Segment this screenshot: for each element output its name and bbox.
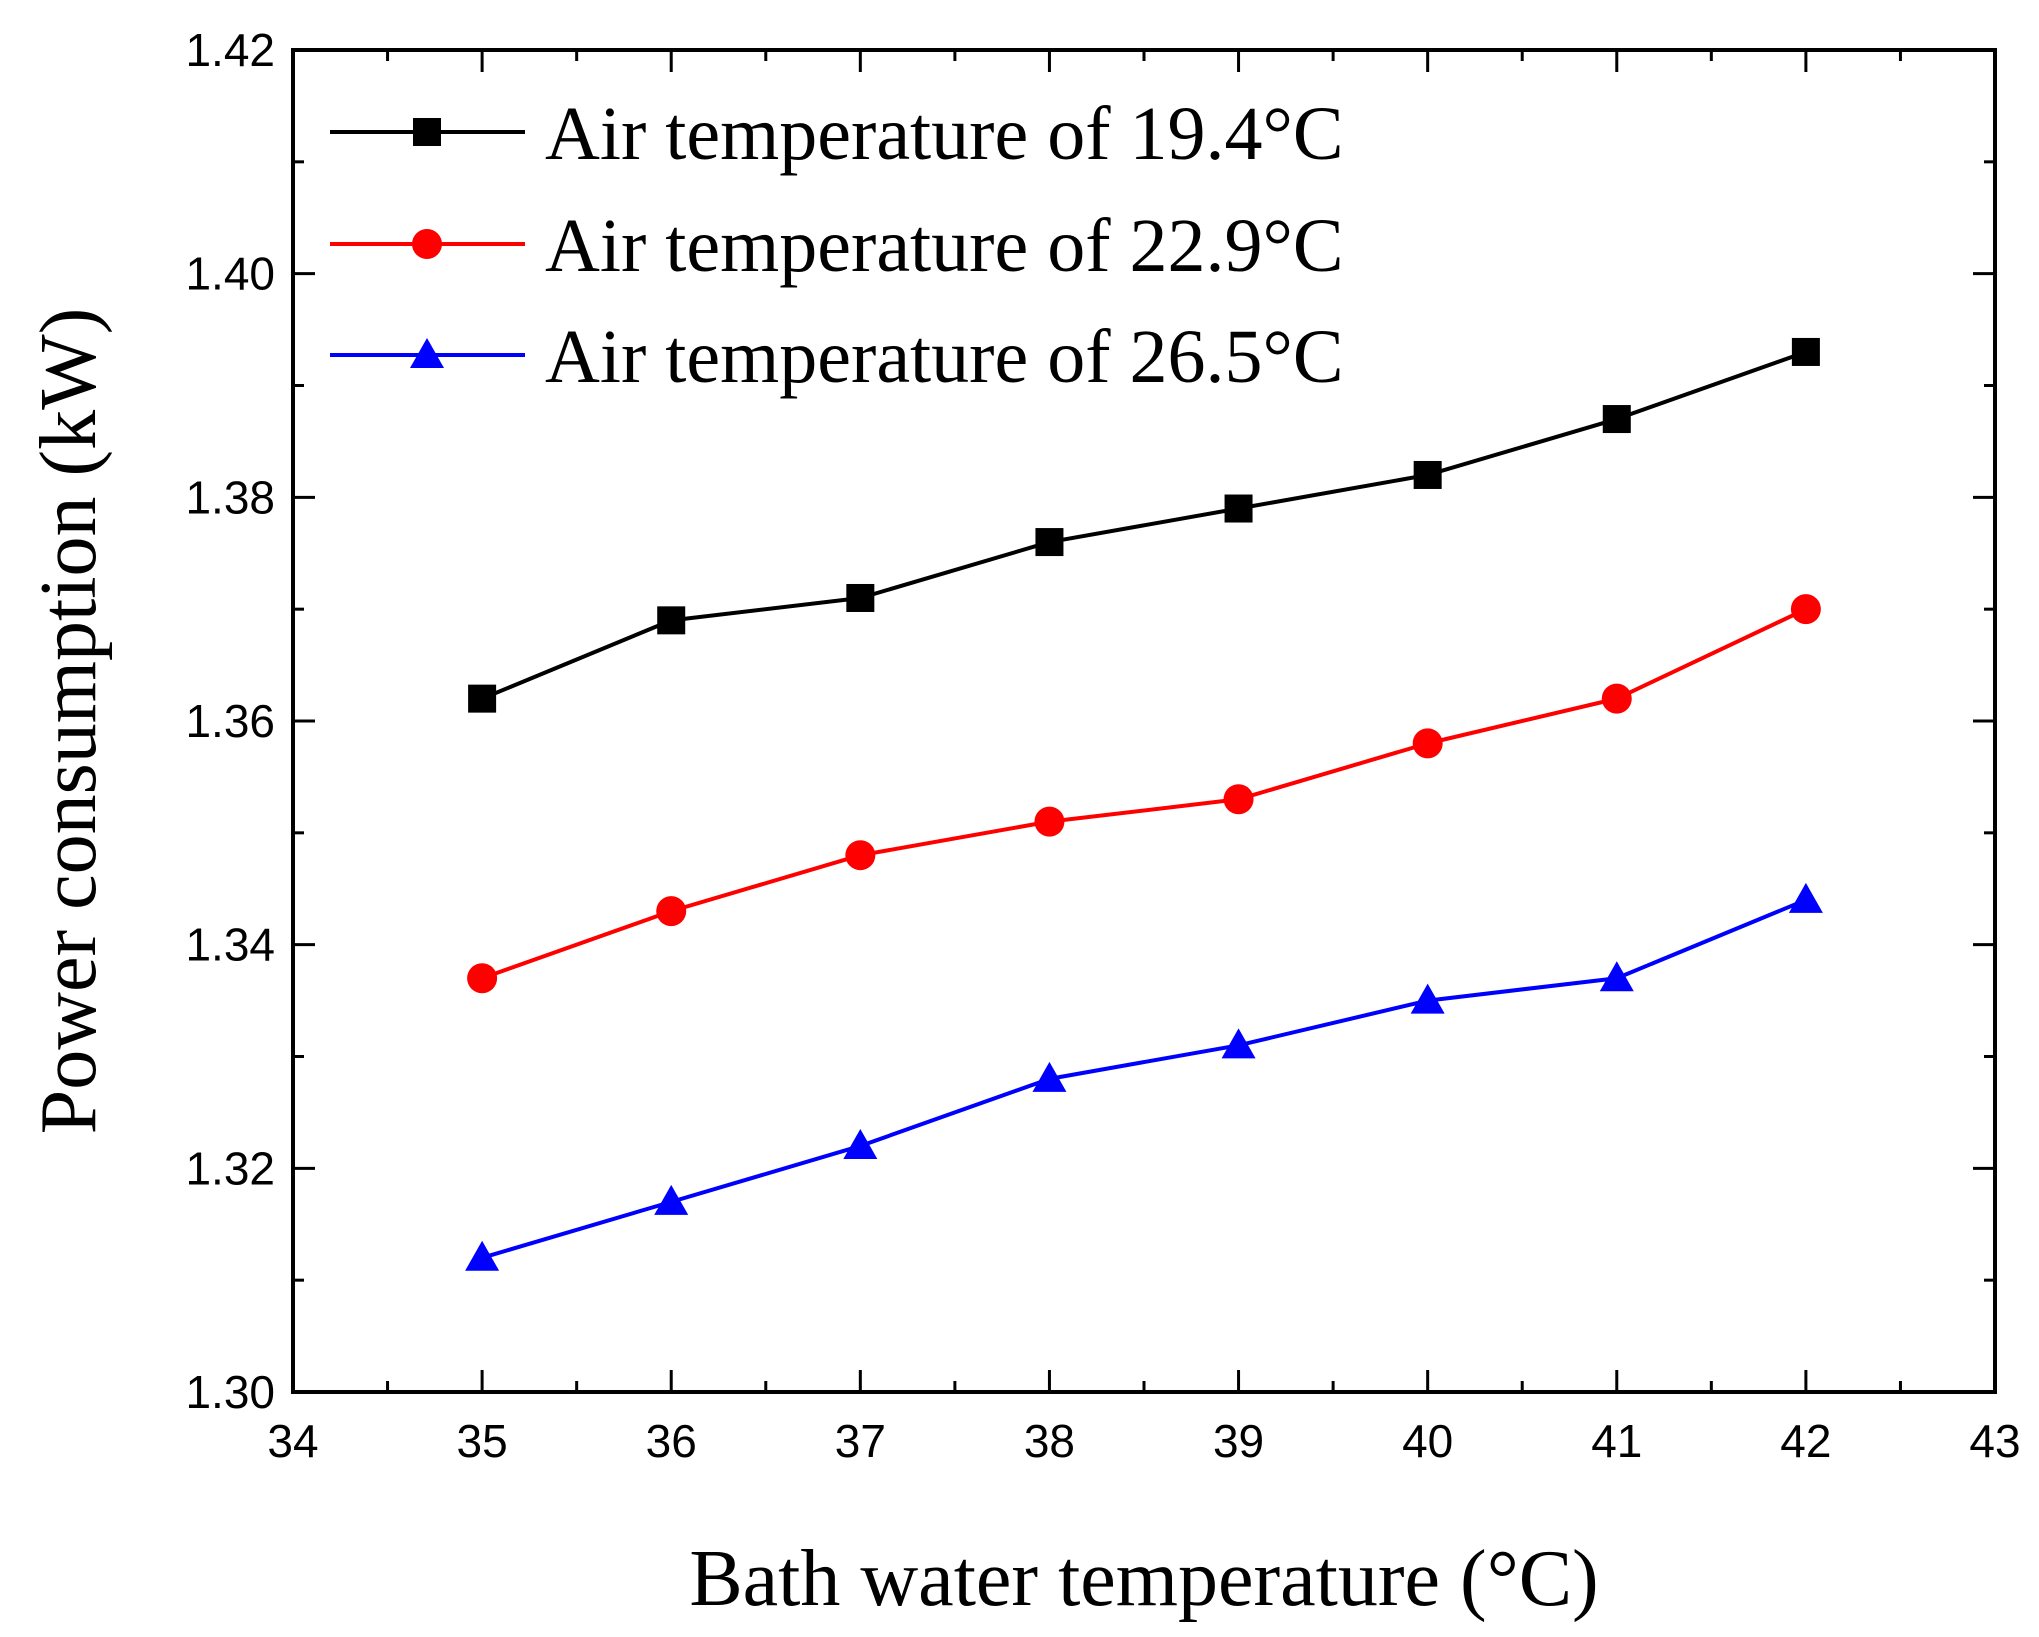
circle-marker: [1601, 683, 1632, 714]
square-marker: [1791, 337, 1820, 366]
x-axis-title: Bath water temperature (°C): [689, 1535, 1598, 1623]
triangle-marker: [843, 1128, 878, 1159]
circle-marker: [467, 963, 498, 994]
circle-marker: [1223, 784, 1254, 815]
tick-labels: 34 35 36 37 38 39 40 41 42 43 1.30 1.32 1.34 1.36 1.38…: [185, 24, 2020, 1467]
series-line-2: [481, 607, 1807, 981]
x-tick-label: 43: [1969, 1415, 2020, 1467]
legend-circle-marker: [412, 229, 442, 259]
legend-triangle-marker: [410, 338, 444, 368]
square-marker: [1602, 405, 1631, 434]
series-line-1: [481, 350, 1807, 701]
x-tick-label: 40: [1402, 1415, 1453, 1467]
series-lines: [481, 350, 1807, 1260]
x-tick-label: 39: [1213, 1415, 1264, 1467]
y-tick-label: 1.38: [185, 471, 275, 523]
square-marker: [657, 606, 686, 635]
triangle-marker: [1221, 1028, 1256, 1059]
circle-marker: [656, 896, 687, 927]
x-tick-label: 38: [1024, 1415, 1075, 1467]
y-axis-title: Power consumption (kW): [25, 308, 113, 1135]
plot-area: [293, 50, 1995, 1392]
triangle-marker: [1788, 882, 1823, 913]
x-tick-label: 41: [1591, 1415, 1642, 1467]
series-markers: [465, 337, 1823, 1271]
y-tick-label: 1.32: [185, 1142, 275, 1194]
legend-label-3: Air temperature of 26.5°C: [545, 315, 1344, 399]
triangle-marker: [654, 1184, 689, 1215]
x-tick-label: 37: [835, 1415, 886, 1467]
circle-marker: [1412, 728, 1443, 759]
circle-marker: [1790, 594, 1821, 625]
square-marker: [846, 583, 875, 612]
circle-marker: [845, 840, 876, 871]
triangle-marker: [465, 1240, 500, 1271]
y-tick-label: 1.34: [185, 919, 275, 971]
square-marker: [1413, 460, 1442, 489]
square-marker: [1035, 528, 1064, 557]
legend-square-marker: [413, 118, 441, 146]
legend-label-1: Air temperature of 19.4°C: [545, 92, 1344, 176]
y-tick-label: 1.30: [185, 1366, 275, 1418]
triangle-marker: [1599, 961, 1634, 992]
x-tick-label: 34: [267, 1415, 318, 1467]
square-marker: [1224, 494, 1253, 523]
legend: Air temperature of 19.4°C Air temperature…: [330, 92, 1344, 399]
y-tick-label: 1.42: [185, 24, 275, 76]
series-line-3: [481, 898, 1807, 1260]
plot-frame: [291, 48, 1997, 1394]
square-marker: [468, 684, 497, 713]
y-tick-label: 1.36: [185, 695, 275, 747]
triangle-marker: [1410, 983, 1445, 1014]
x-tick-label: 36: [646, 1415, 697, 1467]
y-tick-label: 1.40: [185, 248, 275, 300]
x-tick-label: 42: [1780, 1415, 1831, 1467]
legend-label-2: Air temperature of 22.9°C: [545, 204, 1344, 288]
triangle-marker: [1032, 1061, 1067, 1092]
circle-marker: [1034, 806, 1065, 837]
x-tick-label: 35: [457, 1415, 508, 1467]
